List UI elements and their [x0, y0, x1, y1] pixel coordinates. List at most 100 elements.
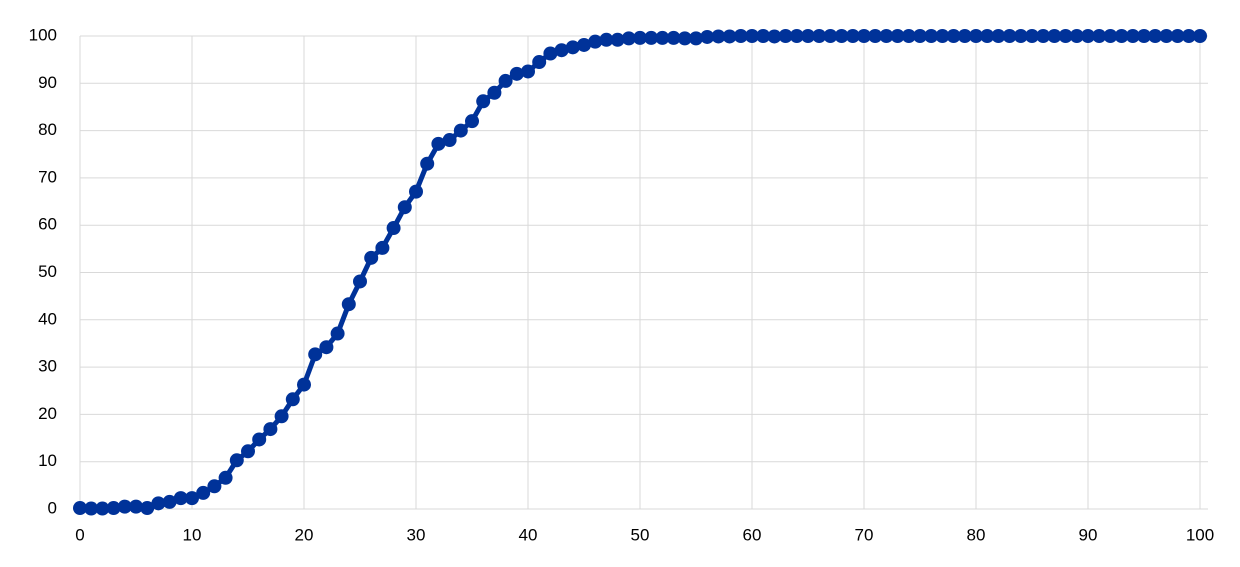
- marker: [969, 29, 983, 43]
- marker: [924, 29, 939, 43]
- marker: [857, 29, 871, 43]
- marker: [1058, 29, 1073, 43]
- marker: [1103, 29, 1118, 43]
- marker: [162, 494, 177, 509]
- marker: [1193, 29, 1207, 43]
- marker: [655, 30, 670, 45]
- marker: [700, 29, 715, 44]
- marker: [319, 340, 334, 355]
- marker: [1092, 29, 1107, 43]
- marker: [789, 29, 804, 43]
- marker: [812, 29, 827, 43]
- marker: [913, 29, 927, 43]
- marker: [801, 29, 815, 43]
- marker: [397, 200, 412, 215]
- marker: [767, 29, 782, 44]
- marker: [84, 501, 99, 516]
- marker: [1025, 29, 1039, 43]
- x-tick-label: 40: [519, 525, 538, 544]
- marker: [621, 31, 636, 46]
- y-tick-label: 40: [38, 309, 57, 328]
- marker: [901, 29, 916, 43]
- marker: [252, 432, 267, 447]
- marker: [666, 30, 681, 45]
- x-tick-label: 50: [631, 525, 650, 544]
- marker: [274, 409, 289, 424]
- marker: [633, 30, 647, 45]
- marker: [196, 485, 211, 500]
- x-tick-label: 0: [75, 525, 84, 544]
- marker: [845, 29, 860, 43]
- marker: [1125, 29, 1140, 43]
- marker: [341, 297, 356, 312]
- x-tick-label: 10: [183, 525, 202, 544]
- marker: [285, 392, 300, 407]
- marker: [1181, 29, 1196, 43]
- y-tick-label: 0: [48, 498, 57, 517]
- marker: [151, 496, 166, 511]
- marker: [95, 501, 110, 516]
- marker: [185, 491, 199, 506]
- marker: [140, 501, 155, 516]
- marker: [554, 43, 569, 58]
- marker: [409, 184, 423, 199]
- marker: [1081, 29, 1095, 43]
- x-tick-label: 70: [855, 525, 874, 544]
- marker: [565, 40, 580, 55]
- marker: [879, 29, 894, 43]
- marker: [778, 29, 793, 43]
- marker: [521, 64, 535, 79]
- marker: [353, 274, 367, 289]
- marker: [1069, 29, 1084, 43]
- marker: [465, 114, 479, 129]
- x-tick-label: 90: [1079, 525, 1098, 544]
- marker: [218, 470, 233, 485]
- marker: [73, 501, 87, 516]
- marker: [745, 29, 759, 43]
- marker: [991, 29, 1006, 43]
- marker: [957, 29, 972, 43]
- marker: [106, 501, 121, 516]
- marker: [241, 444, 255, 459]
- y-tick-label: 70: [38, 167, 57, 186]
- marker: [207, 479, 222, 494]
- marker: [689, 31, 703, 46]
- marker: [722, 29, 737, 44]
- marker: [890, 29, 905, 43]
- marker: [588, 34, 603, 49]
- y-tick-label: 100: [29, 25, 57, 44]
- marker: [476, 94, 491, 109]
- marker: [1159, 29, 1174, 43]
- marker: [577, 37, 591, 52]
- marker: [420, 156, 435, 171]
- marker: [823, 29, 838, 43]
- marker: [375, 240, 390, 255]
- marker: [330, 326, 345, 341]
- y-tick-label: 60: [38, 215, 57, 234]
- marker: [442, 133, 457, 148]
- marker: [129, 499, 143, 514]
- marker: [1114, 29, 1129, 43]
- marker: [868, 29, 883, 43]
- marker: [386, 221, 401, 236]
- marker: [173, 491, 188, 506]
- marker: [1013, 29, 1028, 43]
- y-tick-label: 10: [38, 451, 57, 470]
- y-tick-label: 50: [38, 262, 57, 281]
- marker: [935, 29, 950, 43]
- marker: [509, 66, 524, 81]
- x-tick-label: 100: [1186, 525, 1214, 544]
- marker: [1047, 29, 1062, 43]
- marker: [364, 250, 379, 265]
- x-tick-label: 80: [967, 525, 986, 544]
- marker: [543, 46, 558, 61]
- marker: [498, 73, 513, 88]
- x-tick-label: 30: [407, 525, 426, 544]
- x-tick-label: 20: [295, 525, 314, 544]
- marker: [1002, 29, 1017, 43]
- marker: [229, 453, 244, 468]
- marker: [677, 31, 692, 46]
- marker: [946, 29, 961, 43]
- y-tick-label: 80: [38, 120, 57, 139]
- marker: [487, 85, 502, 100]
